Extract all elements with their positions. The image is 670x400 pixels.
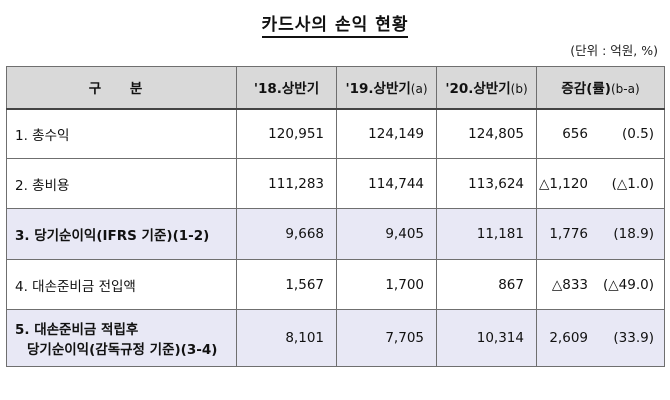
row-label-line1: 5. 대손준비금 적립후 — [15, 322, 139, 338]
page-title: 카드사의 손익 현황 — [0, 10, 670, 38]
value-2020: 10,314 — [436, 309, 537, 367]
header-2018h1: '18.상반기 — [236, 66, 337, 109]
value-2018: 8,101 — [236, 309, 337, 367]
value-2019: 7,705 — [336, 309, 437, 367]
header-row: 구 분 '18.상반기 '19.상반기(a) '20.상반기(b) 증감(률)(… — [6, 66, 665, 109]
header-2020h1: '20.상반기(b) — [436, 66, 537, 109]
value-2019: 124,149 — [336, 107, 437, 159]
row-label: 2. 총비용 — [6, 158, 237, 209]
change-rate: (18.9) — [613, 226, 654, 242]
change-value: 656 — [562, 125, 588, 142]
page-title-text: 카드사의 손익 현황 — [261, 15, 409, 38]
value-2019: 9,405 — [336, 208, 437, 260]
value-2019: 1,700 — [336, 259, 437, 310]
table-row-highlight: 5. 대손준비금 적립후 당기순이익(감독규정 기준)(3-4) 8,101 7… — [6, 309, 665, 367]
change-rate: (△1.0) — [611, 175, 654, 192]
row-label: 5. 대손준비금 적립후 당기순이익(감독규정 기준)(3-4) — [6, 309, 237, 367]
change-value: 2,609 — [549, 330, 588, 346]
value-2018: 120,951 — [236, 107, 337, 159]
change-cell: 656 (0.5) — [536, 107, 665, 159]
value-2020: 124,805 — [436, 107, 537, 159]
value-2018: 9,668 — [236, 208, 337, 260]
change-cell: △833 (△49.0) — [536, 259, 665, 310]
row-label: 4. 대손준비금 전입액 — [6, 259, 237, 310]
change-value: 1,776 — [549, 226, 588, 242]
change-rate: (△49.0) — [603, 276, 654, 293]
change-cell: △1,120 (△1.0) — [536, 158, 665, 209]
change-cell: 2,609 (33.9) — [536, 309, 665, 367]
header-change: 증감(률)(b-a) — [536, 66, 665, 109]
value-2018: 1,567 — [236, 259, 337, 310]
row-label-line2: 당기순이익(감독규정 기준)(3-4) — [27, 342, 218, 358]
row-label: 3. 당기순이익(IFRS 기준)(1-2) — [6, 208, 237, 260]
table-row-highlight: 3. 당기순이익(IFRS 기준)(1-2) 9,668 9,405 11,18… — [6, 208, 665, 260]
table-row: 1. 총수익 120,951 124,149 124,805 656 (0.5) — [6, 107, 665, 159]
table-row: 4. 대손준비금 전입액 1,567 1,700 867 △833 (△49.0) — [6, 259, 665, 310]
value-2018: 111,283 — [236, 158, 337, 209]
profit-loss-table: 구 분 '18.상반기 '19.상반기(a) '20.상반기(b) 증감(률)(… — [6, 66, 665, 367]
change-rate: (33.9) — [613, 330, 654, 346]
unit-note: (단위 : 억원, %) — [570, 43, 658, 58]
header-2019h1: '19.상반기(a) — [336, 66, 437, 109]
change-value: △1,120 — [538, 175, 588, 192]
row-label: 1. 총수익 — [6, 107, 237, 159]
change-value: △833 — [551, 276, 588, 293]
change-rate: (0.5) — [621, 125, 654, 142]
value-2019: 114,744 — [336, 158, 437, 209]
header-category: 구 분 — [6, 66, 237, 109]
value-2020: 867 — [436, 259, 537, 310]
change-cell: 1,776 (18.9) — [536, 208, 665, 260]
value-2020: 113,624 — [436, 158, 537, 209]
value-2020: 11,181 — [436, 208, 537, 260]
table-row: 2. 총비용 111,283 114,744 113,624 △1,120 (△1… — [6, 158, 665, 209]
